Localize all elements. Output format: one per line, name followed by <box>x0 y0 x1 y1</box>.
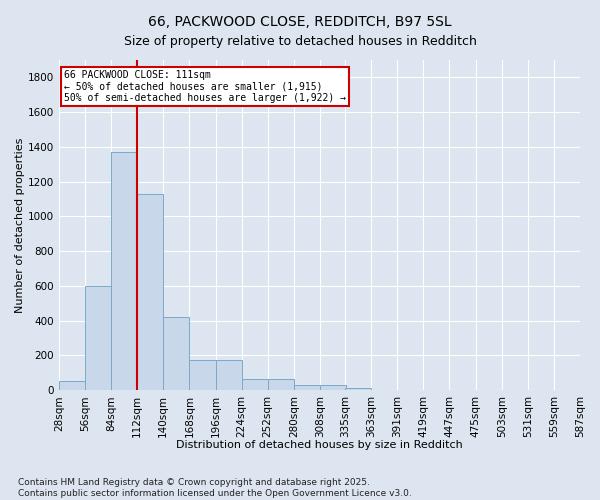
Bar <box>215 360 242 390</box>
Text: Size of property relative to detached houses in Redditch: Size of property relative to detached ho… <box>124 35 476 48</box>
Bar <box>268 379 294 390</box>
Bar <box>190 360 215 390</box>
Bar <box>85 286 111 390</box>
Bar <box>294 386 320 390</box>
Bar <box>59 380 85 390</box>
Text: 66 PACKWOOD CLOSE: 111sqm
← 50% of detached houses are smaller (1,915)
50% of se: 66 PACKWOOD CLOSE: 111sqm ← 50% of detac… <box>64 70 346 103</box>
Text: Contains HM Land Registry data © Crown copyright and database right 2025.
Contai: Contains HM Land Registry data © Crown c… <box>18 478 412 498</box>
Y-axis label: Number of detached properties: Number of detached properties <box>15 138 25 313</box>
Bar <box>137 194 163 390</box>
X-axis label: Distribution of detached houses by size in Redditch: Distribution of detached houses by size … <box>176 440 463 450</box>
Bar <box>163 317 190 390</box>
Bar <box>242 379 268 390</box>
Bar <box>345 388 371 390</box>
Bar <box>320 386 346 390</box>
Bar <box>111 152 137 390</box>
Text: 66, PACKWOOD CLOSE, REDDITCH, B97 5SL: 66, PACKWOOD CLOSE, REDDITCH, B97 5SL <box>148 15 452 29</box>
